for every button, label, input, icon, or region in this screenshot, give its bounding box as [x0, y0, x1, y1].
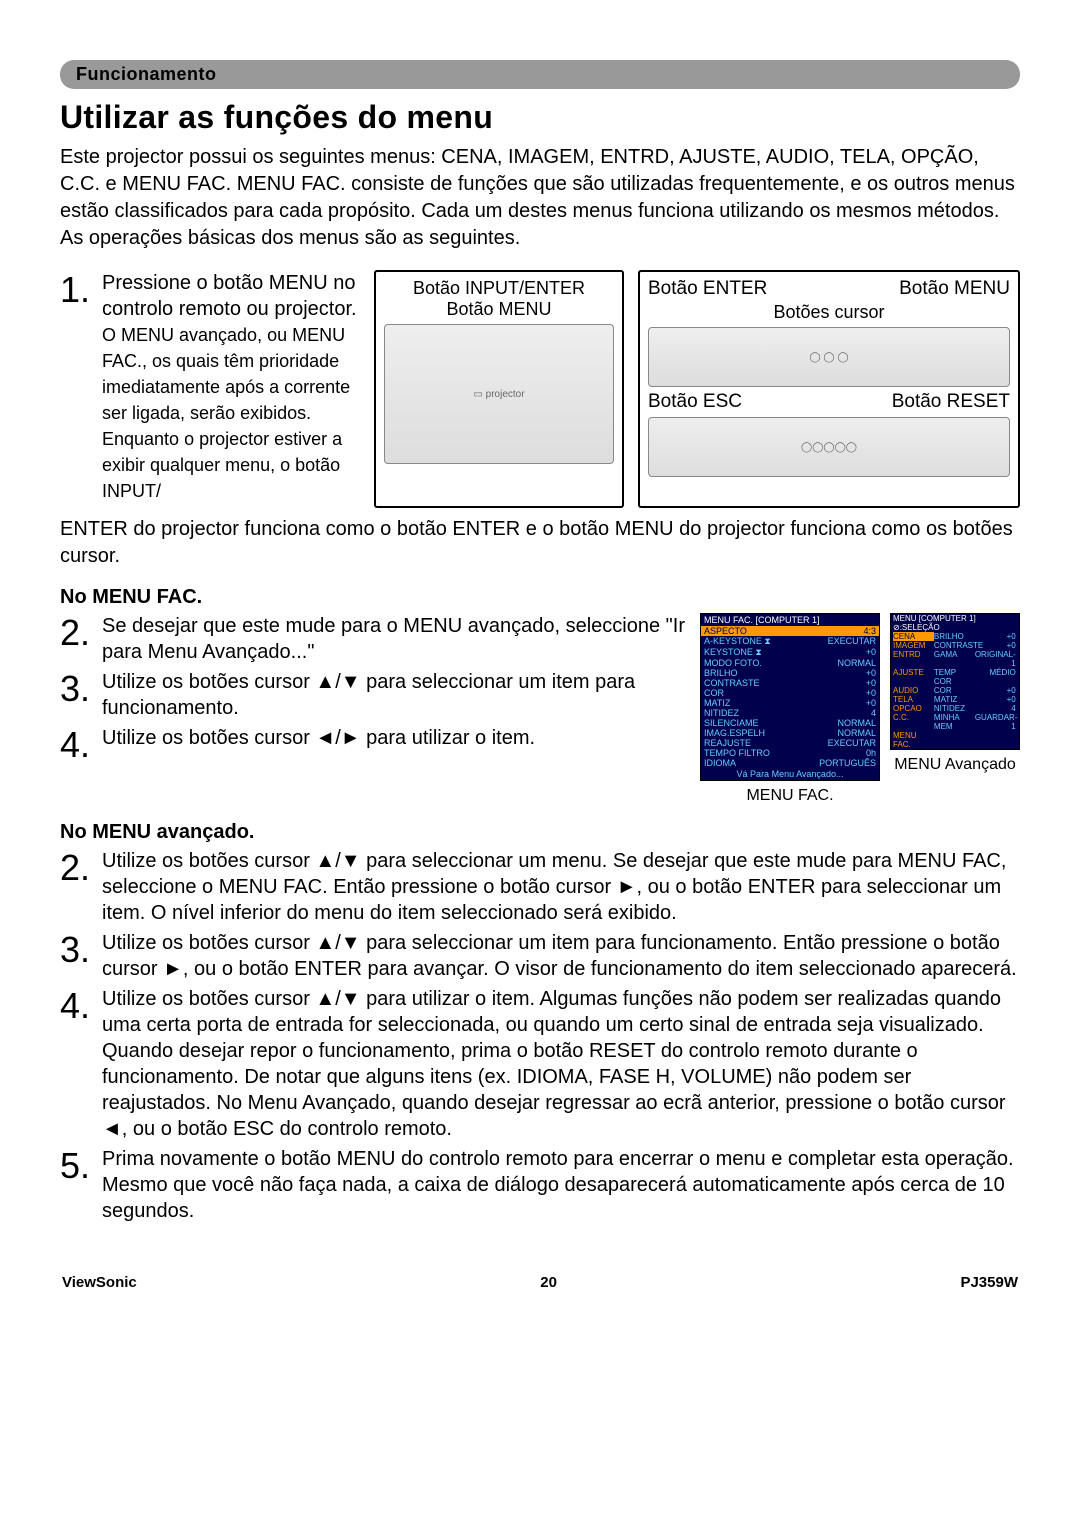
section-tab: Funcionamento	[60, 60, 1020, 89]
label-cursor: Botões cursor	[648, 302, 1010, 323]
step-number-fac-4: 4.	[60, 725, 102, 763]
remote-top-illustration: ◯ ◯ ◯	[648, 327, 1010, 387]
label-menu-right: Botão MENU	[899, 278, 1010, 300]
footer-brand: ViewSonic	[62, 1274, 137, 1291]
subhead-fac: No MENU FAC.	[60, 586, 1020, 609]
step1-column: 1. Pressione o botão MENU no controlo re…	[60, 270, 360, 508]
section-label: Funcionamento	[76, 64, 217, 84]
step-number-fac-2: 2.	[60, 613, 102, 651]
page-title: Utilizar as funções do menu	[60, 99, 1020, 136]
step-number-1: 1.	[60, 270, 102, 308]
footer-model: PJ359W	[960, 1274, 1018, 1291]
caption-fac: MENU FAC.	[700, 787, 880, 805]
footer-page-number: 20	[540, 1274, 557, 1291]
step-number-adv-4: 4.	[60, 986, 102, 1024]
menu-adv-screenshot: MENU [COMPUTER 1] ⊘:SELEÇÃOCENABRILHO+0I…	[890, 613, 1020, 750]
caption-adv: MENU Avançado	[890, 756, 1020, 774]
label-enter: Botão ENTER	[648, 278, 767, 300]
adv-step5: Prima novamente o botão MENU do controlo…	[102, 1146, 1020, 1224]
step1-text-c: ENTER do projector funciona como o botão…	[60, 516, 1020, 570]
label-menu-mid: Botão MENU	[384, 299, 614, 320]
label-esc: Botão ESC	[648, 391, 742, 413]
label-input-enter: Botão INPUT/ENTER	[384, 278, 614, 299]
subhead-adv: No MENU avançado.	[60, 821, 1020, 844]
adv-step2: Utilize os botões cursor ▲/▼ para selecc…	[102, 848, 1020, 926]
menu-fac-screenshot: MENU FAC. [COMPUTER 1]ASPECTO4:3A-KEYSTO…	[700, 613, 880, 781]
step-number-fac-3: 3.	[60, 669, 102, 707]
label-reset: Botão RESET	[892, 391, 1010, 413]
step1-text-b: O MENU avançado, ou MENU FAC., os quais …	[102, 325, 350, 501]
intro-paragraph: Este projector possui os seguintes menus…	[60, 144, 1020, 252]
step1-text-a: Pressione o botão MENU no controlo remot…	[102, 272, 357, 320]
projector-diagram-box: Botão INPUT/ENTER Botão MENU ▭ projector	[374, 270, 624, 508]
page-footer: ViewSonic 20 PJ359W	[60, 1274, 1020, 1291]
step-number-adv-3: 3.	[60, 930, 102, 968]
adv-step3: Utilize os botões cursor ▲/▼ para selecc…	[102, 930, 1020, 982]
remote-diagram-box: Botão ENTER Botão MENU Botões cursor ◯ ◯…	[638, 270, 1020, 508]
adv-step4: Utilize os botões cursor ▲/▼ para utiliz…	[102, 986, 1020, 1142]
fac-step3: Utilize os botões cursor ▲/▼ para selecc…	[102, 669, 686, 721]
fac-step4: Utilize os botões cursor ◄/► para utiliz…	[102, 725, 686, 751]
step-number-adv-2: 2.	[60, 848, 102, 886]
remote-bottom-illustration: ◯◯◯◯◯	[648, 417, 1010, 477]
projector-illustration: ▭ projector	[384, 324, 614, 464]
step-number-adv-5: 5.	[60, 1146, 102, 1184]
fac-step2: Se desejar que este mude para o MENU ava…	[102, 613, 686, 665]
